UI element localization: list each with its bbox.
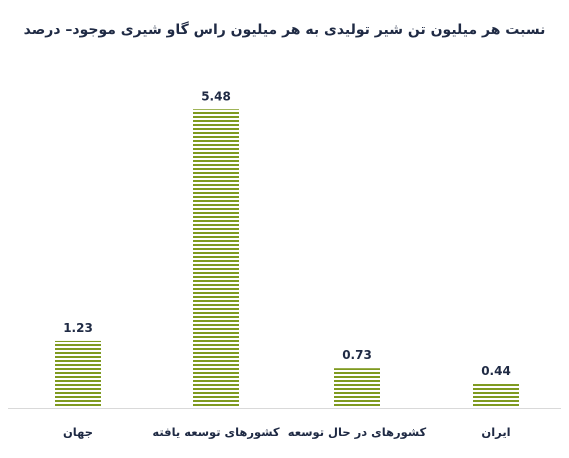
bar-value-label-1: 1.23 bbox=[63, 321, 93, 335]
bar-1 bbox=[55, 340, 101, 408]
category-label-3: کشورهای در حال توسعه bbox=[288, 425, 427, 440]
bar-value-label-3: 0.73 bbox=[342, 348, 372, 362]
category-label-2: کشورهای توسعه یافته bbox=[152, 425, 280, 440]
bar-2 bbox=[193, 109, 239, 408]
category-label-1: جهان bbox=[63, 425, 93, 439]
bar-value-label-2: 5.48 bbox=[201, 89, 231, 103]
bar-3 bbox=[334, 368, 380, 408]
chart-title: نسبت هر میلیون تن شیر تولیدی به هر میلیو… bbox=[23, 22, 546, 38]
bars-group: 1.23 جهان 5.48 کشورهای توسعه یافته 0.73 کشوره… bbox=[55, 89, 519, 440]
category-label-4: ایران bbox=[481, 425, 510, 439]
bar-value-label-4: 0.44 bbox=[481, 364, 511, 378]
bar-4 bbox=[473, 384, 519, 408]
